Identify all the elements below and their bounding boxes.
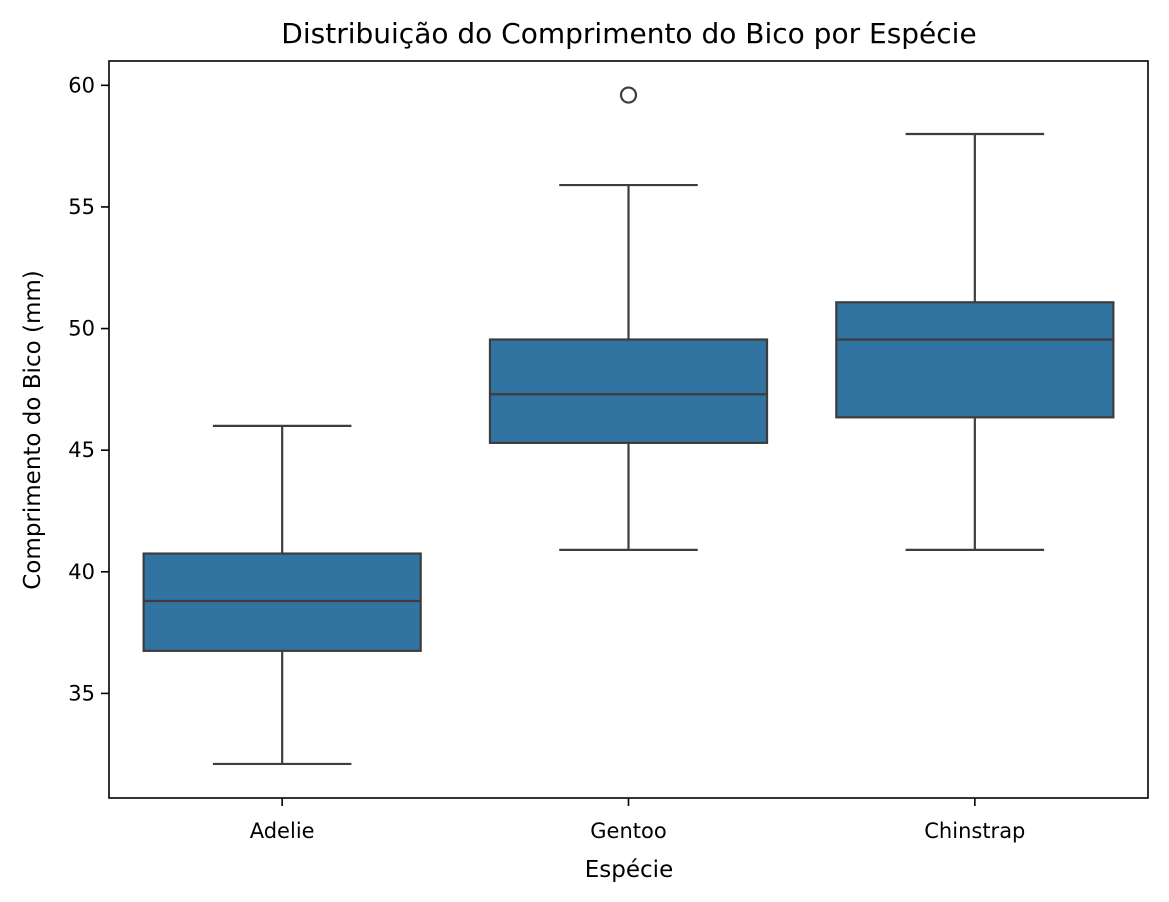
- y-tick-label: 45: [68, 438, 95, 462]
- box-adelie: [142, 552, 422, 652]
- box-group-gentoo: [488, 86, 769, 552]
- y-tick-label: 35: [68, 681, 95, 705]
- x-tick-label-adelie: Adelie: [250, 819, 315, 843]
- x-tick-label-chinstrap: Chinstrap: [924, 819, 1025, 843]
- box-group-chinstrap: [835, 132, 1115, 552]
- y-tick-label: 50: [68, 317, 95, 341]
- chart-title: Distribuição do Comprimento do Bico por …: [281, 17, 976, 50]
- x-tick-label-gentoo: Gentoo: [590, 819, 666, 843]
- box-group-adelie: [142, 424, 422, 766]
- x-axis: Adelie Gentoo Chinstrap: [250, 798, 1025, 843]
- x-axis-label: Espécie: [585, 857, 673, 883]
- plot-area: [142, 86, 1115, 766]
- y-tick-label: 55: [68, 195, 95, 219]
- box-gentoo: [488, 338, 769, 444]
- box-chinstrap: [835, 301, 1115, 419]
- y-axis-label: Comprimento do Bico (mm): [20, 270, 46, 589]
- y-axis: 35 40 45 50 55 60: [68, 73, 109, 705]
- y-tick-label: 60: [68, 73, 95, 97]
- outlier-point-gentoo: [619, 86, 638, 104]
- y-tick-label: 40: [68, 560, 95, 584]
